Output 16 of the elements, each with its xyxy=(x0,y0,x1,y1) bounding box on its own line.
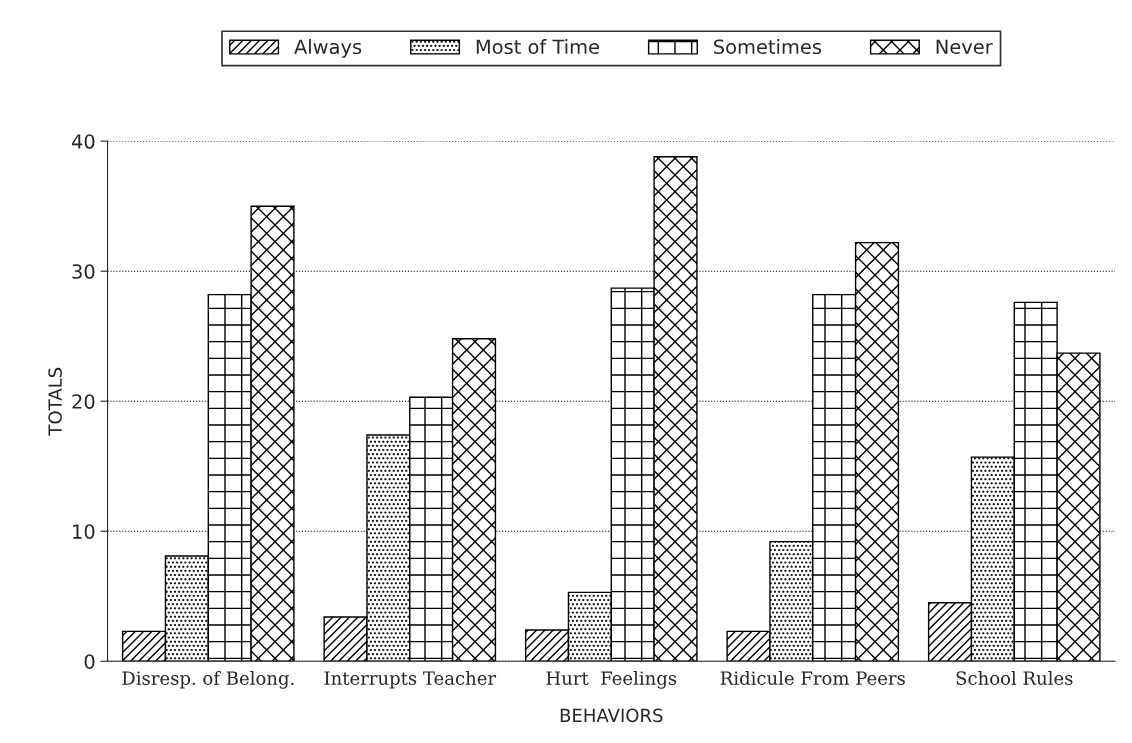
x-tick-label: Hurt Feelings xyxy=(546,670,677,689)
y-tick-label: 40 xyxy=(71,134,95,149)
y-tick-label: 0 xyxy=(84,654,95,669)
x-tick-label: Interrupts Teacher xyxy=(324,670,497,689)
x-tick-label: Disresp. of Belong. xyxy=(122,670,294,689)
legend-label: Most of Time xyxy=(476,39,599,55)
y-axis-title: TOTALS xyxy=(48,367,62,436)
legend-label: Always xyxy=(294,39,362,58)
y-tick-label: 20 xyxy=(72,394,95,409)
x-tick-label: School Rules xyxy=(956,670,1073,685)
y-tick-label: 10 xyxy=(73,524,95,539)
y-tick-label: 30 xyxy=(72,264,95,279)
legend-label: Never xyxy=(936,39,993,55)
x-axis-title: BEHAVIORS xyxy=(560,708,663,723)
legend-label: Sometimes xyxy=(714,39,822,55)
x-tick-label: Ridicule From Peers xyxy=(720,670,905,685)
